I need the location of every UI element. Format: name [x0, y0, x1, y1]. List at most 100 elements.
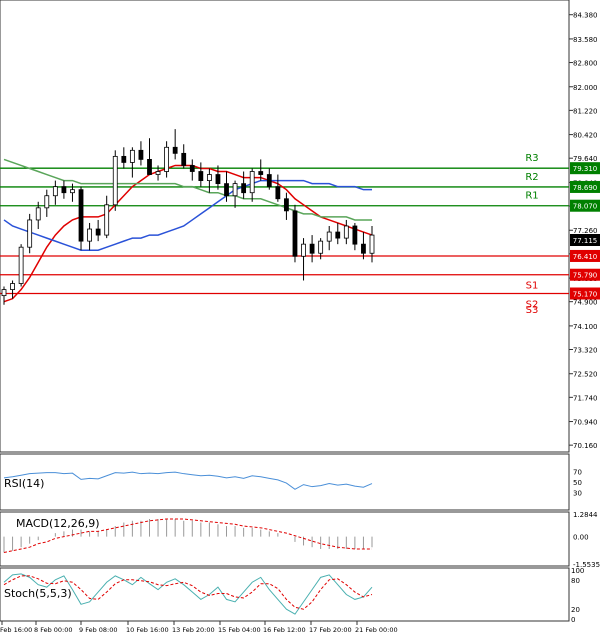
candle-body-up	[27, 219, 33, 248]
candle-body-down	[121, 155, 127, 163]
candle-body-up	[70, 189, 75, 194]
level-price-label: 79.310	[573, 165, 598, 173]
level-price-label: 78.690	[573, 184, 598, 192]
time-axis: Feb 16:00 8 Feb 00:00 9 Feb 08:00 10 Feb 16…	[0, 621, 398, 634]
level-name-s1: S1	[526, 281, 539, 292]
candle-body-up	[164, 146, 170, 172]
macd-tick-label: -1.5535	[573, 561, 600, 569]
macd-pane-frame	[0, 511, 570, 567]
candle-body-up	[249, 171, 255, 194]
candle	[343, 219, 349, 245]
rsi-tick-label: 70	[573, 469, 582, 477]
stoch-label: Stoch(5,5,3)	[4, 587, 72, 600]
time-tick-label: 8 Feb 00:00	[34, 626, 73, 634]
price-tick-label: 80.420	[573, 132, 598, 140]
level-price-box	[570, 199, 600, 212]
candle	[275, 174, 281, 202]
stoch-tick-label: 20	[571, 606, 580, 614]
level-price-label: 75.790	[573, 272, 598, 280]
rsi-tick-label: 30	[573, 489, 582, 497]
candle-body-up	[10, 283, 15, 290]
candle-body-down	[95, 228, 101, 236]
candle-body-down	[78, 189, 84, 242]
candle	[249, 168, 255, 202]
macd-pane: MACD(12,26,9) 1.2844 0.00 -1.5535	[3, 511, 600, 569]
candle-body-up	[232, 183, 238, 197]
candle-body-down	[266, 174, 272, 188]
candle	[27, 213, 33, 254]
price-tick-label: 74.100	[573, 323, 598, 331]
candle	[292, 204, 298, 263]
candle	[284, 192, 289, 220]
current-price-label: 77.115	[573, 237, 598, 245]
candle	[301, 238, 306, 281]
level-name-r1: R1	[525, 191, 538, 202]
candle-body-down	[189, 165, 195, 172]
candle-body-up	[155, 171, 161, 175]
candle	[326, 226, 332, 251]
current-price-tag: 77.115	[570, 234, 600, 246]
candle	[258, 159, 264, 181]
candle-body-down	[61, 186, 67, 194]
time-tick-label: 17 Feb 20:00	[309, 626, 352, 634]
candle	[87, 222, 92, 251]
ma-line	[3, 164, 373, 303]
level-price-box	[570, 249, 600, 262]
time-tick-label: 16 Feb 12:00	[263, 626, 306, 634]
time-tick-label: 9 Feb 08:00	[79, 626, 118, 634]
candle	[352, 222, 358, 251]
rsi-line	[3, 471, 373, 490]
candle	[10, 280, 15, 299]
candle	[121, 147, 127, 169]
candle	[215, 165, 221, 190]
candle	[44, 189, 50, 217]
price-tick-label: 82.000	[573, 84, 598, 92]
candle-body-down	[292, 210, 298, 257]
price-tick-label: 71.740	[573, 394, 598, 402]
candle-body-down	[335, 231, 341, 239]
candle-body-down	[224, 183, 229, 197]
level-price-box	[570, 162, 600, 175]
stoch-pane: Stoch(5,5,3) 100 80 20 0	[3, 567, 584, 624]
candle-body-down	[181, 152, 187, 166]
current-price-box	[570, 234, 600, 246]
level-name-r2: R2	[525, 172, 538, 183]
candle	[112, 150, 118, 211]
level-name-s2: S2	[526, 300, 539, 311]
candle	[189, 159, 195, 181]
candle-body-up	[112, 155, 118, 206]
stoch-tick-label: 100	[571, 567, 584, 575]
stoch-tick-label: 80	[571, 577, 580, 585]
candle-body-down	[352, 225, 358, 245]
price-tick-label: 72.520	[573, 371, 598, 379]
candle-body-up	[326, 231, 332, 242]
level-name-s3: S3	[526, 305, 539, 316]
level-name-r3: R3	[525, 153, 538, 164]
rsi-pane-frame	[0, 453, 570, 511]
candle	[61, 180, 67, 199]
candle	[78, 186, 84, 251]
candle	[361, 232, 366, 260]
candle-body-up	[104, 204, 110, 236]
stoch-k-line	[3, 573, 373, 615]
candle-body-up	[206, 174, 212, 181]
candle	[35, 201, 41, 230]
price-pane-frame	[0, 0, 570, 453]
candle-body-up	[1, 289, 7, 297]
stoch-d-line	[3, 575, 373, 610]
candle-body-down	[138, 149, 144, 160]
candle	[206, 168, 212, 193]
candle	[164, 141, 170, 178]
candle	[309, 235, 315, 263]
candle	[369, 226, 375, 263]
candle-body-up	[301, 243, 306, 257]
rsi-tick-label: 50	[573, 479, 582, 487]
level-price-box	[570, 180, 600, 193]
price-tick-label: 74.900	[573, 299, 598, 307]
candles	[1, 129, 375, 305]
candle	[172, 129, 178, 160]
candle	[18, 244, 24, 287]
pivot-levels: 79.310 R3 78.690 R2 78.070 R1 76.410 75.790 S1 75…	[0, 153, 600, 316]
